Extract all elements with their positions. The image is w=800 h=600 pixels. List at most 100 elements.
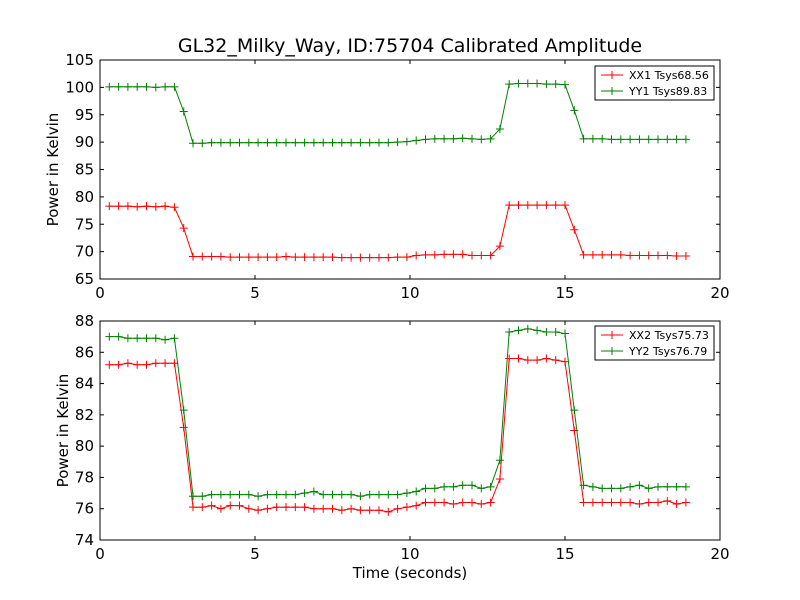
data-point-marker	[393, 504, 402, 513]
data-point-marker	[561, 201, 569, 210]
data-point-marker	[440, 134, 449, 143]
data-point-marker	[458, 481, 467, 490]
data-point-marker	[319, 490, 328, 499]
data-point-marker	[105, 360, 114, 369]
data-point-marker	[402, 253, 411, 262]
data-point-marker	[207, 490, 216, 499]
data-point-marker	[189, 503, 197, 512]
data-point-marker	[319, 138, 328, 147]
data-point-marker	[607, 498, 616, 507]
data-point-marker	[365, 253, 374, 262]
data-point-marker	[672, 500, 681, 509]
data-point-marker	[216, 138, 225, 147]
legend-box	[594, 325, 715, 361]
data-point-marker	[654, 498, 662, 507]
data-point-marker	[579, 250, 588, 259]
data-point-marker	[430, 498, 439, 507]
y-tick-label: 75	[75, 215, 94, 233]
data-point-marker	[207, 138, 216, 147]
data-point-marker	[458, 134, 467, 143]
data-point-marker	[244, 138, 253, 147]
bottom-plot: 0 5 10 15 20 74 76 78 80 82 84 86 88 Power in Kelvin T…	[54, 312, 730, 582]
y-tick-label: 84	[75, 375, 94, 393]
legend: XX1 Tsys68.56 YY1 Tsys89.83	[594, 65, 715, 101]
data-point-marker	[235, 138, 244, 147]
y-tick-label: 74	[75, 531, 94, 549]
data-point-marker	[495, 474, 504, 483]
data-point-marker	[635, 500, 644, 509]
data-point-marker	[244, 490, 253, 499]
data-point-marker	[654, 482, 662, 491]
data-point-marker	[644, 484, 653, 493]
data-point-marker	[226, 501, 235, 510]
data-point-marker	[198, 503, 207, 512]
data-point-marker	[133, 82, 142, 91]
data-point-marker	[105, 332, 114, 341]
y-tick-label: 70	[75, 243, 94, 261]
data-point-marker	[309, 504, 318, 513]
data-point-marker	[412, 487, 421, 496]
data-point-marker	[495, 456, 504, 465]
data-point-marker	[542, 327, 551, 336]
data-point-marker	[272, 490, 281, 499]
data-point-marker	[514, 201, 523, 210]
data-point-marker	[365, 138, 374, 147]
data-point-marker	[626, 135, 635, 144]
data-point-marker	[663, 496, 672, 505]
legend-label: YY1 Tsys89.83	[628, 85, 707, 98]
data-point-marker	[151, 83, 160, 92]
data-point-marker	[151, 359, 160, 368]
x-tick-label: 10	[400, 545, 419, 563]
data-point-marker	[309, 487, 318, 496]
y-tick-label: 86	[75, 343, 94, 361]
data-point-marker	[235, 501, 244, 510]
data-point-marker	[681, 252, 690, 261]
data-point-marker	[644, 498, 653, 507]
data-point-marker	[598, 250, 607, 259]
data-point-marker	[375, 506, 383, 515]
data-point-marker	[309, 253, 318, 262]
data-point-marker	[179, 423, 188, 432]
data-point-marker	[123, 202, 132, 211]
data-point-marker	[616, 484, 625, 493]
data-point-marker	[616, 135, 625, 144]
data-point-marker	[151, 202, 160, 211]
data-point-marker	[542, 80, 551, 89]
data-point-marker	[449, 134, 458, 143]
data-point-marker	[170, 82, 179, 91]
legend-label: YY2 Tsys76.79	[628, 345, 707, 358]
legend-marker	[608, 331, 616, 339]
data-point-marker	[244, 253, 253, 262]
data-point-marker	[133, 334, 142, 343]
data-point-marker	[607, 135, 616, 144]
data-point-marker	[588, 134, 597, 143]
data-point-marker	[598, 134, 607, 143]
data-point-marker	[365, 490, 374, 499]
x-tick-label: 0	[95, 545, 105, 563]
data-point-marker	[375, 490, 383, 499]
data-point-marker	[272, 503, 281, 512]
data-point-marker	[189, 252, 197, 261]
data-point-marker	[244, 504, 253, 513]
data-point-marker	[142, 360, 151, 369]
data-point-marker	[551, 201, 560, 210]
data-point-marker	[216, 252, 225, 261]
data-point-marker	[505, 327, 514, 336]
data-point-marker	[672, 482, 681, 491]
data-point-marker	[328, 504, 337, 513]
data-point-marker	[263, 504, 272, 513]
data-point-marker	[616, 250, 625, 259]
data-point-marker	[626, 482, 635, 491]
x-tick-label: 15	[555, 545, 574, 563]
legend: XX2 Tsys75.73 YY2 Tsys76.79	[594, 325, 715, 361]
data-point-marker	[523, 356, 532, 365]
data-point-marker	[440, 250, 449, 259]
data-point-marker	[588, 482, 597, 491]
data-point-marker	[542, 354, 551, 363]
data-point-marker	[663, 135, 672, 144]
data-point-marker	[402, 137, 411, 146]
data-point-marker	[272, 138, 281, 147]
data-point-marker	[579, 134, 588, 143]
data-point-marker	[468, 251, 476, 260]
y-tick-label: 88	[75, 312, 94, 330]
